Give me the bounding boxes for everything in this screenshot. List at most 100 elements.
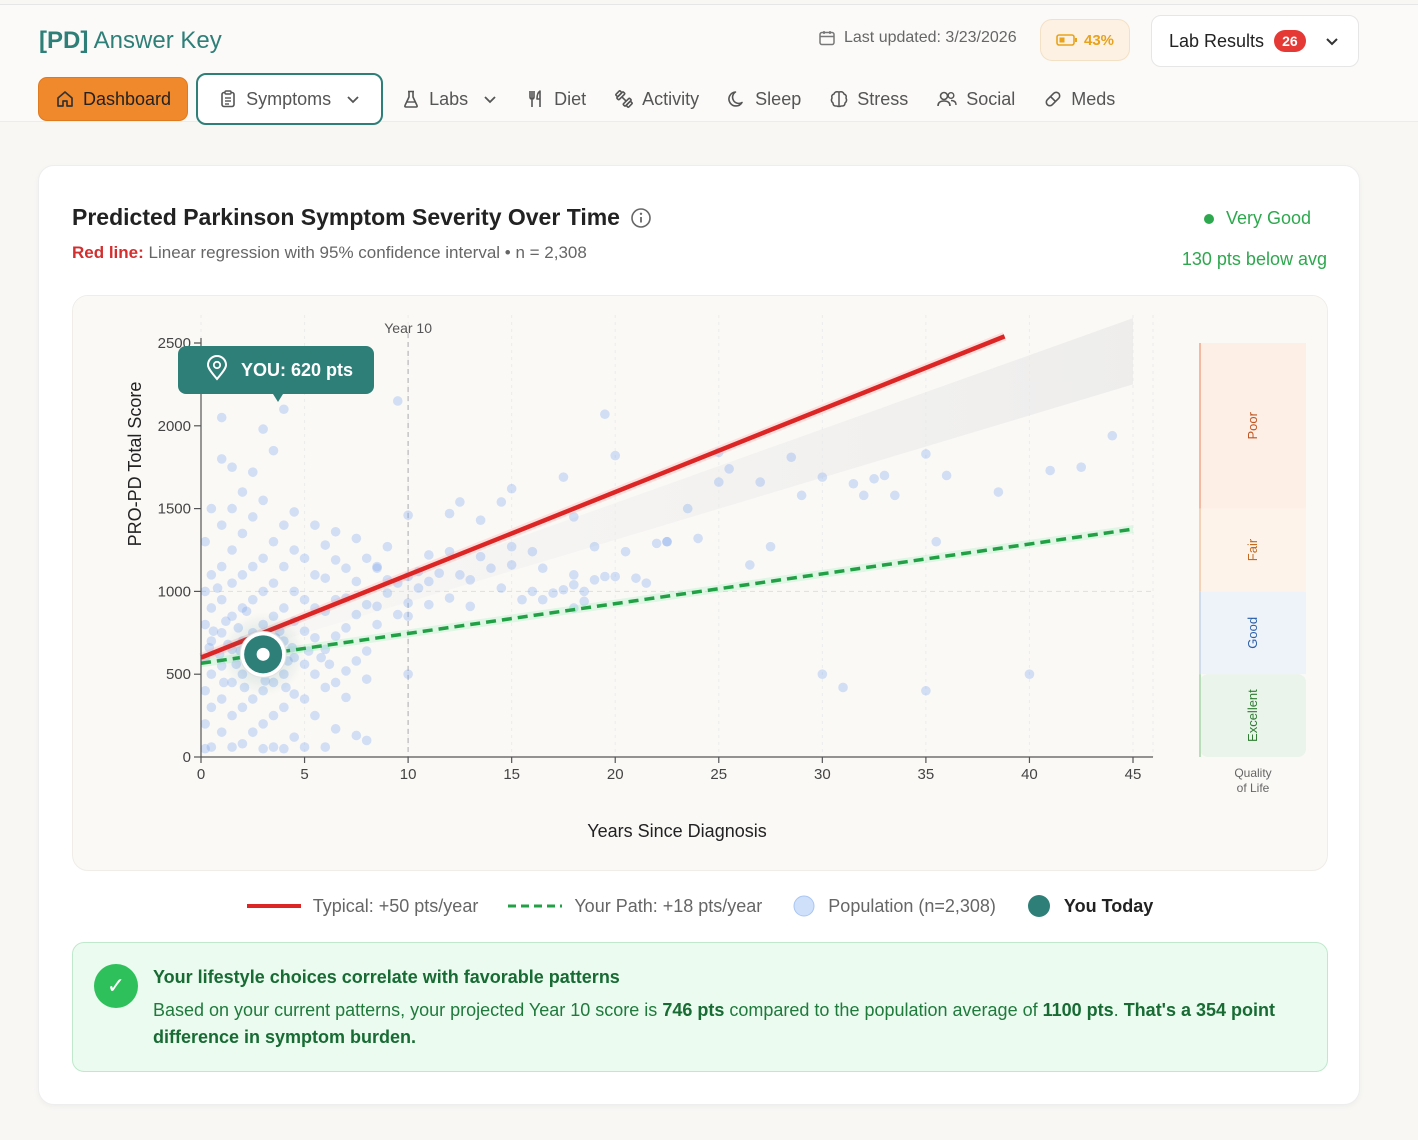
insight-score-you: 746 pts (662, 1000, 725, 1020)
population-point (413, 583, 424, 593)
population-point (258, 743, 268, 754)
nav-activity[interactable]: Activity (604, 77, 709, 121)
population-point (299, 553, 310, 564)
nav-symptoms[interactable]: Symptoms (196, 73, 384, 125)
pill-icon (1045, 91, 1061, 107)
nav-social[interactable]: Social (926, 77, 1025, 121)
population-point (258, 586, 268, 597)
y-tick-label: 1500 (158, 501, 191, 518)
population-point (268, 536, 279, 547)
x-tick-label: 35 (918, 766, 935, 783)
insight-body-1: Based on your current patterns, your pro… (153, 1000, 658, 1020)
population-point (221, 616, 231, 627)
y-tick-label: 2000 (158, 418, 191, 435)
population-point (258, 495, 268, 506)
population-point (216, 594, 227, 605)
battery-badge: 43% (1040, 19, 1130, 61)
population-point (237, 487, 248, 497)
population-point (247, 727, 258, 737)
population-point (289, 507, 299, 517)
nav-dashboard[interactable]: Dashboard (38, 77, 189, 121)
nav-activity-label: Activity (642, 88, 700, 109)
brain-icon (830, 91, 848, 108)
nav-labs[interactable]: Labs (391, 77, 508, 121)
population-point (237, 528, 248, 539)
you-tooltip-label: YOU: 620 pts (241, 360, 353, 380)
population-point (941, 470, 952, 481)
nav-diet[interactable]: Diet (516, 77, 596, 121)
population-point (610, 571, 621, 582)
legend-you-today: You Today (1026, 893, 1153, 919)
population-point (589, 541, 600, 552)
population-point (351, 609, 362, 620)
lab-results-dropdown[interactable]: Lab Results 26 (1151, 15, 1359, 67)
population-point (1076, 462, 1087, 472)
legend-your-path: Your Path: +18 pts/year (508, 896, 762, 917)
x-tick-label: 45 (1125, 766, 1142, 783)
population-point (817, 669, 828, 679)
nav-meds[interactable]: Meds (1033, 77, 1125, 121)
population-point (200, 719, 210, 729)
population-point (330, 526, 341, 537)
population-point (237, 603, 248, 613)
quality-band-label: Fair (1245, 538, 1260, 561)
population-point (403, 598, 413, 608)
calendar-icon (819, 31, 835, 46)
population-point (310, 520, 320, 530)
legend-typical-label: Typical: +50 pts/year (312, 895, 479, 916)
population-point (610, 450, 621, 461)
population-point (268, 445, 279, 456)
population-point (662, 536, 672, 547)
population-point (279, 702, 289, 713)
population-point (786, 452, 797, 463)
population-point (993, 487, 1004, 497)
population-point (817, 472, 828, 482)
population-point (279, 520, 289, 530)
nav-sleep-label: Sleep (755, 88, 802, 109)
population-point (589, 575, 600, 585)
population-point (289, 689, 299, 699)
nav-labs-label: Labs (429, 88, 469, 109)
population-point (310, 669, 320, 679)
main-nav: Dashboard Symptoms Labs Diet Activity Sl… (38, 73, 1133, 125)
population-point (200, 619, 210, 630)
population-point (455, 570, 465, 580)
population-point (289, 732, 299, 742)
top-clip (73, 296, 1327, 315)
legend-population-swatch (793, 895, 815, 917)
info-icon[interactable] (630, 207, 652, 229)
population-point (258, 553, 268, 564)
population-point (216, 694, 227, 704)
population-point (330, 724, 341, 734)
population-point (289, 545, 299, 555)
population-point (569, 570, 579, 580)
population-point (279, 603, 289, 613)
population-point (548, 588, 558, 598)
population-point (237, 570, 248, 580)
legend-population-label: Population (n=2,308) (828, 895, 996, 916)
population-point (258, 719, 268, 729)
population-point (465, 601, 476, 612)
population-point (200, 685, 210, 696)
population-point (921, 685, 931, 696)
chevron-down-icon (484, 96, 496, 104)
population-point (662, 536, 672, 547)
population-point (330, 555, 341, 565)
population-point (475, 515, 486, 525)
insight-panel: ✓ Your lifestyle choices correlate with … (72, 942, 1328, 1072)
population-point (361, 646, 372, 656)
population-point (579, 586, 589, 597)
population-point (206, 702, 217, 713)
population-point (527, 546, 538, 557)
chevron-down-icon (347, 96, 359, 104)
population-point (403, 510, 413, 521)
nav-sleep[interactable]: Sleep (717, 77, 811, 121)
nav-diet-label: Diet (554, 88, 587, 109)
population-point (227, 503, 237, 514)
nav-stress[interactable]: Stress (819, 77, 918, 121)
brand-title[interactable]: [PD] Answer Key (39, 27, 222, 55)
population-point (247, 694, 258, 704)
status-dot (1203, 213, 1214, 224)
population-point (208, 626, 219, 636)
population-point (724, 464, 734, 474)
